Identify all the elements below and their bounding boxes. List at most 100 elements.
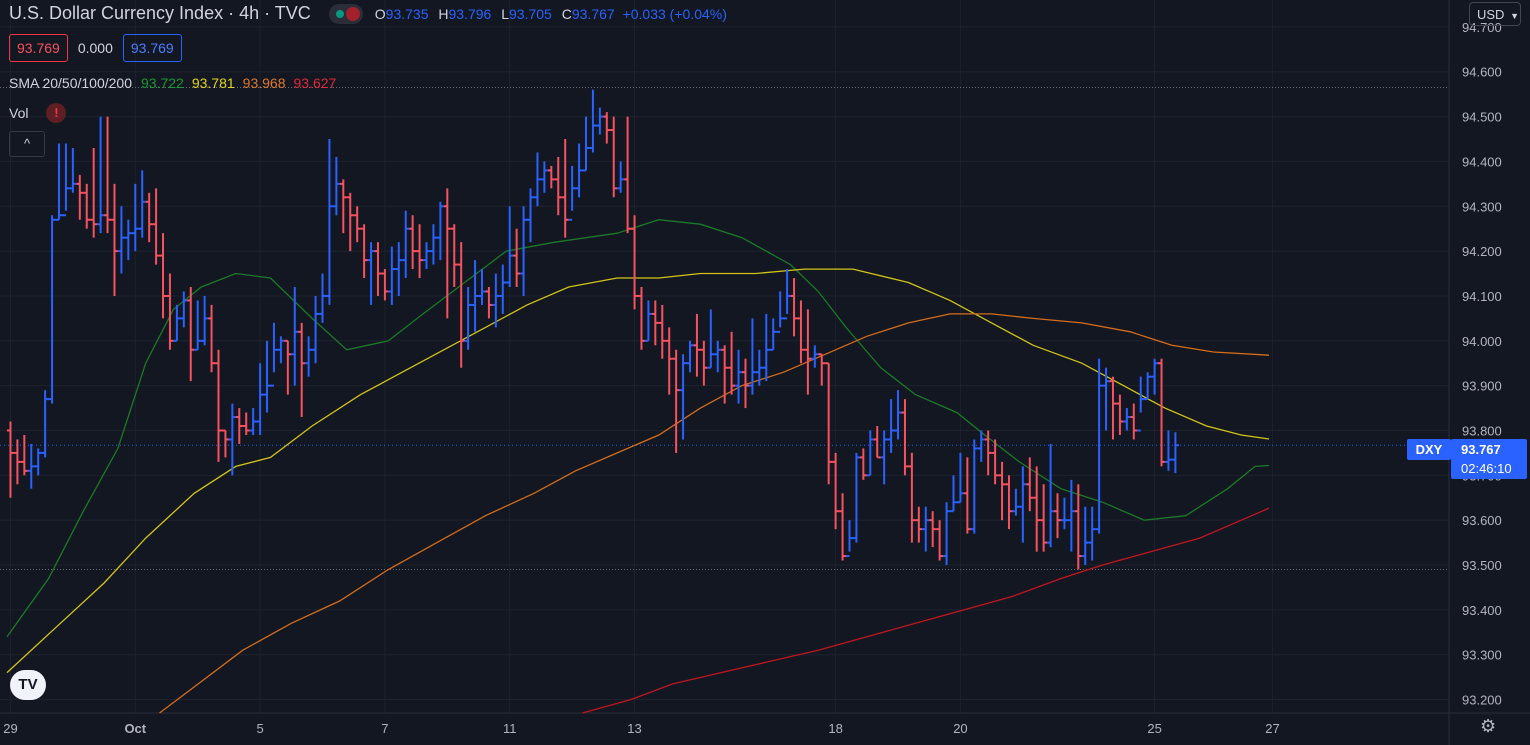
ohlc-bar: [693, 313, 701, 377]
chart-legend: U.S. Dollar Currency Index · 4h · TVC O9…: [9, 3, 727, 24]
symbol-label-tag: DXY: [1407, 439, 1451, 460]
ohlc-bar: [201, 295, 209, 346]
ohlc-bar: [1019, 466, 1027, 543]
ohlc-bar: [533, 152, 541, 207]
alert-icon[interactable]: !: [46, 103, 67, 123]
ohlc-bar: [1137, 376, 1145, 432]
ohlc-bar: [825, 362, 833, 485]
ohlc-bar: [228, 403, 236, 476]
ohlc-bar: [332, 156, 340, 216]
sma-line-sma20: [6, 219, 1270, 638]
low-label: L: [501, 5, 510, 22]
ohlc-bar: [1088, 506, 1096, 561]
ohlc-bar: [1067, 479, 1075, 552]
gear-icon[interactable]: ⚙: [1480, 716, 1497, 736]
sell-button[interactable]: 93.769: [9, 34, 68, 62]
ohlc-bar: [485, 286, 493, 319]
ohlc-bar: [679, 354, 687, 440]
ohlc-bar: [596, 107, 604, 135]
sma-line-sma200: [582, 507, 1270, 714]
currency-select[interactable]: USD ▼: [1469, 2, 1521, 26]
ohlc-bar: [603, 112, 611, 144]
ohlc-bar: [409, 215, 417, 270]
ohlc-bar: [319, 273, 326, 323]
ohlc-bar: [242, 412, 250, 435]
ohlc-bar: [1095, 358, 1103, 534]
bar-countdown: 02:46:10: [1461, 461, 1512, 476]
ohlc-bar: [582, 116, 590, 172]
ohlc-bar: [221, 429, 229, 458]
ohlc-bar: [374, 242, 382, 296]
last-price-tag: 93.767 02:46:10: [1451, 439, 1527, 479]
ohlc-bar: [617, 161, 625, 193]
ohlc-bar: [1047, 443, 1055, 548]
ohlc-bar: [873, 426, 881, 459]
tradingview-logo-icon[interactable]: TV: [10, 670, 46, 700]
ohlc-bar: [568, 165, 576, 221]
ohlc-bar: [769, 318, 777, 351]
volume-legend[interactable]: Vol !: [9, 103, 67, 123]
buy-button[interactable]: 93.769: [122, 34, 182, 62]
symbol-title[interactable]: U.S. Dollar Currency Index · 4h · TVC: [9, 3, 311, 23]
x-tick-label: Oct: [124, 721, 146, 736]
market-status-icon[interactable]: [328, 3, 363, 24]
ohlc-bar: [388, 246, 396, 305]
ohlc-bar: [346, 192, 354, 252]
ohlc-bar: [277, 336, 285, 364]
low-value: 93.705: [509, 5, 552, 22]
ohlc-bar: [728, 331, 736, 395]
ohlc-bar: [672, 349, 680, 453]
ohlc-bar: [991, 439, 999, 485]
y-tick-label: 93.800: [1462, 423, 1502, 438]
ohlc-bar: [131, 183, 139, 252]
ohlc-bar: [651, 300, 659, 346]
ohlc-bar: [866, 430, 874, 477]
ohlc-bar: [527, 188, 535, 243]
y-tick-label: 94.000: [1462, 334, 1502, 349]
x-tick-label: 25: [1147, 721, 1161, 736]
ohlc-bar: [214, 349, 222, 462]
x-tick-label: 5: [256, 721, 263, 736]
ohlc-bar: [367, 242, 375, 305]
ohlc-bar: [1081, 506, 1089, 566]
y-tick-label: 93.500: [1462, 558, 1502, 573]
collapse-legend-button[interactable]: ^: [9, 131, 45, 157]
sma20-value: 93.722: [141, 75, 184, 91]
ohlc-bar: [41, 390, 49, 458]
sma-legend[interactable]: SMA 20/50/100/200 93.722 93.781 93.968 9…: [9, 75, 336, 91]
open-label: O: [374, 5, 386, 22]
ohlc-bar: [714, 340, 722, 373]
ohlc-bar: [790, 278, 798, 337]
ohlc-bar: [187, 286, 195, 382]
ohlc-bar: [901, 399, 909, 476]
ohlc-bar: [270, 322, 278, 387]
ohlc-bar: [506, 206, 514, 287]
ohlc-bar: [686, 340, 694, 373]
ohlc-bar: [1171, 432, 1179, 474]
ohlc-bar: [110, 183, 118, 296]
ohlc-bar: [776, 291, 784, 333]
ohlc-bar: [13, 439, 21, 485]
ohlc-bar: [1123, 408, 1131, 431]
ohlc-bar: [554, 156, 562, 216]
ohlc-bar: [1012, 488, 1020, 516]
ohlc-bar: [173, 304, 181, 342]
y-tick-label: 93.900: [1462, 379, 1502, 394]
trade-row: 93.769 0.000 93.769: [9, 34, 182, 62]
ohlc-bar: [159, 233, 167, 319]
ohlc-bar: [707, 309, 715, 369]
sma100-value: 93.968: [242, 75, 286, 91]
sma-line-sma100: [159, 313, 1270, 714]
ohlc-bar: [429, 224, 437, 265]
y-tick-label: 94.400: [1462, 154, 1502, 169]
y-tick-label: 93.300: [1462, 648, 1502, 663]
ohlc-bar: [832, 452, 840, 530]
ohlc-bar: [97, 116, 105, 234]
ohlc-bar: [1109, 376, 1117, 440]
open-value: 93.735: [385, 5, 429, 22]
y-tick-label: 94.500: [1462, 110, 1502, 125]
ohlc-bar: [970, 439, 978, 534]
ohlc-bar: [443, 188, 451, 319]
ohlc-bar: [859, 448, 867, 480]
